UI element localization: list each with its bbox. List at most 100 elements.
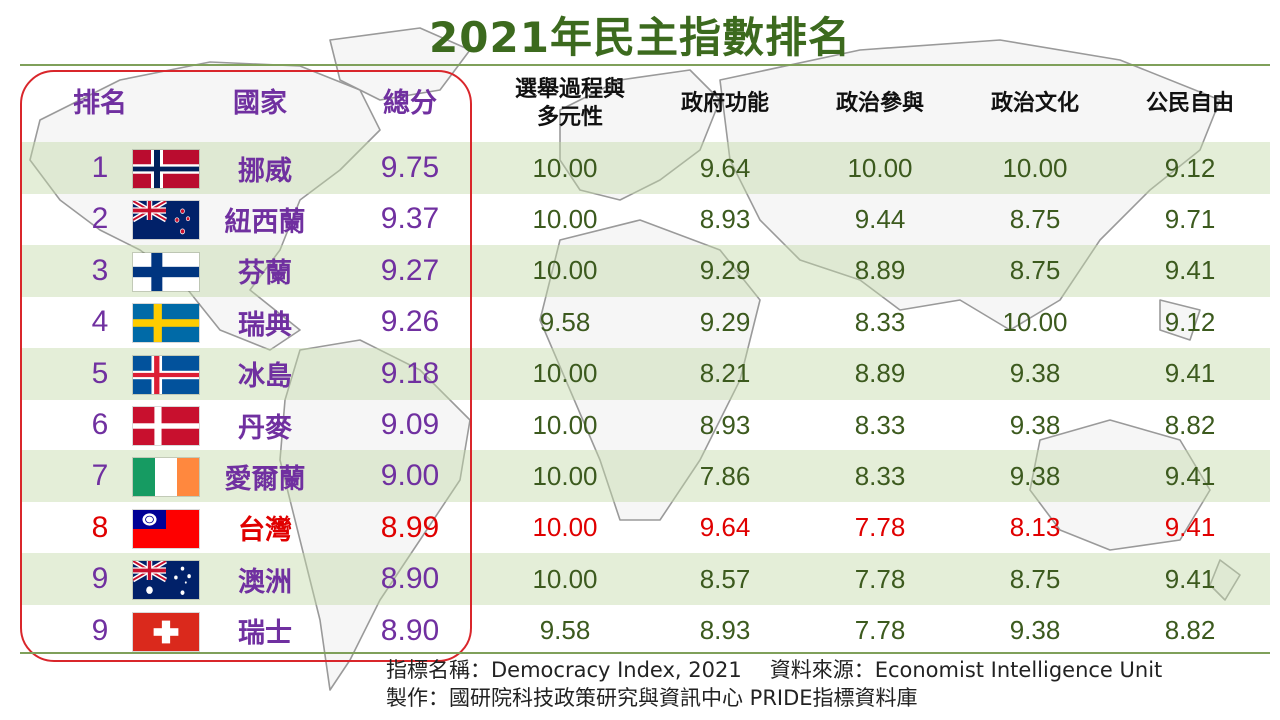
cell-participation: 8.89 [854, 358, 906, 389]
cell-electoral: 10.00 [532, 203, 598, 234]
cell-total: 9.27 [380, 253, 440, 287]
cell-government: 7.86 [699, 460, 751, 491]
cell-culture: 9.38 [1009, 409, 1061, 440]
cell-participation: 8.33 [854, 460, 906, 491]
cell-government: 8.57 [699, 563, 751, 594]
cell-participation: 9.44 [854, 203, 906, 234]
page-title: 2021年民主指數排名 [429, 13, 851, 62]
cell-total: 9.26 [380, 305, 440, 339]
top-ten-highlight-frame [20, 70, 472, 662]
cell-country: 丹麥 [238, 412, 292, 444]
cell-country: 愛爾蘭 [224, 463, 306, 495]
table-row: 2 紐西蘭 9.37 10.00 8.93 9.44 8.75 9.71 [20, 193, 1270, 245]
cell-participation: 10.00 [847, 152, 913, 183]
cell-total: 8.99 [380, 510, 440, 544]
cell-participation: 7.78 [854, 563, 906, 594]
cell-liberties: 9.41 [1164, 460, 1216, 491]
cell-culture: 8.13 [1009, 512, 1061, 543]
cell-rank: 9 [91, 613, 109, 647]
cell-liberties: 9.12 [1164, 306, 1216, 337]
cell-culture: 8.75 [1009, 203, 1061, 234]
cell-government: 9.64 [699, 512, 751, 543]
cell-liberties: 8.82 [1164, 615, 1216, 646]
denmark-flag-icon [133, 407, 199, 445]
cell-culture: 10.00 [1002, 152, 1068, 183]
cell-total: 9.00 [380, 459, 440, 493]
header-electoral-line2: 多元性 [536, 105, 603, 130]
cell-rank: 6 [91, 408, 109, 441]
cell-rank: 4 [91, 305, 109, 339]
table-row: 4 瑞典 9.26 9.58 9.29 8.33 10.00 9.12 [20, 296, 1270, 348]
table-row: 8 台灣 8.99 10.00 9.64 7.78 8.13 9.41 [20, 502, 1270, 554]
cell-participation: 8.33 [854, 409, 906, 440]
table-row: 9 瑞士 8.90 9.58 8.93 7.78 9.38 8.82 [20, 605, 1270, 657]
australia-flag-icon [132, 558, 199, 600]
footer-index-name: 指標名稱：Democracy Index, 2021 [386, 658, 742, 682]
cell-electoral: 10.00 [532, 409, 598, 440]
header-electoral: 選舉過程與 多元性 [490, 66, 650, 142]
header-country: 國家 [233, 88, 287, 119]
cell-government: 8.93 [699, 615, 751, 646]
cell-total: 9.75 [380, 151, 440, 184]
cell-total: 9.09 [380, 408, 440, 441]
cell-country: 挪威 [238, 155, 292, 187]
cell-culture: 9.38 [1009, 460, 1061, 491]
cell-liberties: 9.12 [1164, 152, 1216, 183]
cell-government: 9.64 [699, 152, 751, 183]
cell-rank: 8 [91, 510, 109, 544]
cell-liberties: 9.41 [1164, 358, 1216, 389]
cell-participation: 8.33 [854, 306, 906, 337]
footer: 指標名稱：Democracy Index, 2021 資料來源：Economist… [386, 656, 1162, 712]
cell-culture: 10.00 [1002, 306, 1068, 337]
cell-government: 9.29 [699, 306, 751, 337]
finland-flag-icon [133, 252, 199, 291]
cell-rank: 5 [91, 356, 109, 390]
header-government: 政府功能 [680, 91, 769, 116]
cell-rank: 9 [91, 562, 109, 596]
table-header: 排名 國家 總分 選舉過程與 多元性 政府功能 政治參與 政治文化 公民自由 [0, 66, 1280, 142]
sweden-flag-icon [133, 304, 199, 343]
switzerland-flag-icon [133, 612, 199, 651]
cell-country: 瑞士 [238, 618, 292, 650]
cell-culture: 8.75 [1009, 563, 1061, 594]
cell-rank: 3 [91, 253, 109, 287]
cell-participation: 7.78 [854, 615, 906, 646]
cell-total: 8.90 [380, 613, 440, 647]
norway-flag-icon [133, 150, 199, 188]
cell-country: 冰島 [238, 361, 292, 393]
cell-electoral: 9.58 [539, 615, 591, 646]
cell-government: 8.93 [699, 203, 751, 234]
table-top-rule [20, 64, 1270, 66]
new-zealand-flag-icon [132, 199, 199, 240]
cell-liberties: 9.71 [1164, 203, 1216, 234]
table-row: 3 芬蘭 9.27 10.00 9.29 8.89 8.75 9.41 [20, 244, 1270, 297]
header-culture: 政治文化 [990, 91, 1079, 116]
header-participation: 政治參與 [835, 91, 924, 116]
cell-electoral: 10.00 [532, 358, 598, 389]
cell-country: 台灣 [238, 515, 292, 547]
cell-country: 瑞典 [238, 309, 292, 341]
header-liberties: 公民自由 [1145, 91, 1234, 116]
header-total: 總分 [383, 88, 437, 119]
cell-country: 澳洲 [238, 566, 292, 598]
cell-liberties: 9.41 [1164, 255, 1216, 286]
cell-electoral: 10.00 [532, 152, 598, 183]
cell-liberties: 9.41 [1164, 512, 1216, 543]
table-row: 9 澳洲 8.90 10.00 8.57 7.78 8.75 9.41 [20, 553, 1270, 606]
cell-rank: 7 [91, 459, 109, 493]
cell-culture: 8.75 [1009, 255, 1061, 286]
table-row: 7 愛爾蘭 9.00 10.00 7.86 8.33 9.38 9.41 [20, 450, 1270, 503]
cell-country: 紐西蘭 [224, 206, 306, 238]
iceland-flag-icon [133, 355, 199, 394]
cell-government: 8.21 [699, 358, 751, 389]
cell-culture: 9.38 [1009, 358, 1061, 389]
taiwan-flag-icon [133, 509, 199, 548]
cell-electoral: 9.58 [539, 306, 591, 337]
table-row: 6 丹麥 9.09 10.00 8.93 8.33 9.38 8.82 [20, 399, 1270, 451]
cell-total: 8.90 [380, 562, 440, 596]
ireland-flag-icon [133, 458, 199, 497]
header-electoral-line1: 選舉過程與 [514, 77, 625, 102]
table-row: 5 冰島 9.18 10.00 8.21 8.89 9.38 9.41 [20, 347, 1270, 400]
cell-electoral: 10.00 [532, 460, 598, 491]
